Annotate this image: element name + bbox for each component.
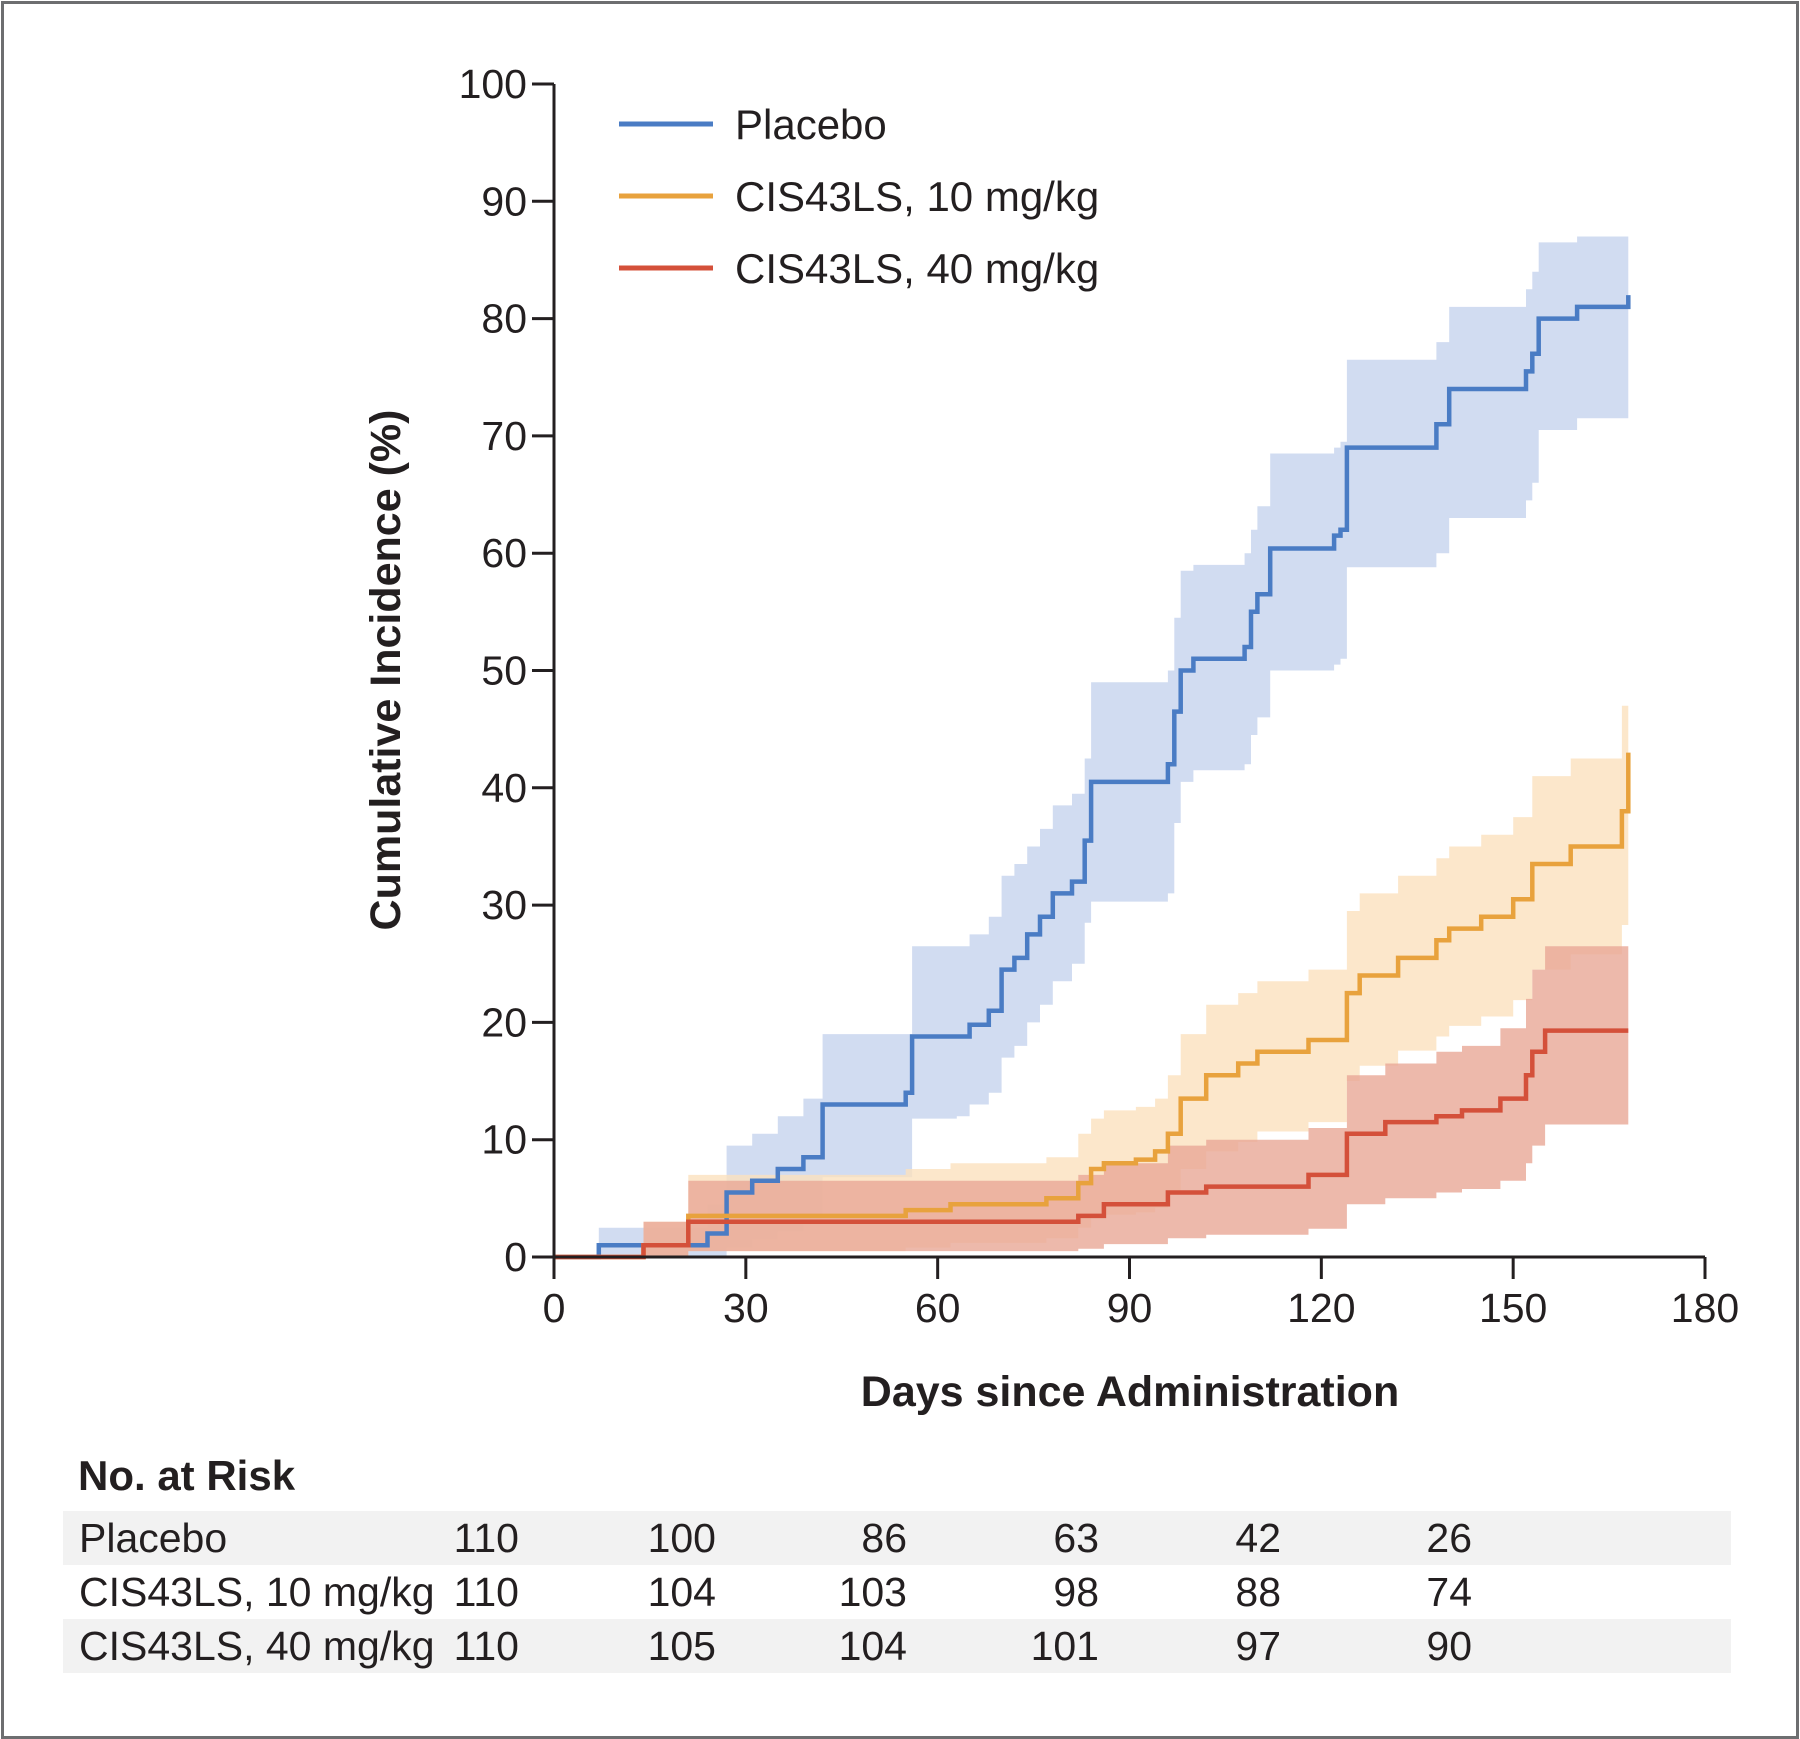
- x-tick-label: 60: [915, 1285, 961, 1331]
- risk-row-label: CIS43LS, 40 mg/kg: [79, 1623, 435, 1669]
- risk-cell: 63: [1053, 1515, 1099, 1561]
- risk-cell: 105: [647, 1623, 716, 1669]
- y-tick-label: 70: [481, 413, 527, 459]
- band-cis43ls-10-mg-kg: [554, 611, 1629, 1257]
- series-lines: [554, 295, 1631, 1260]
- risk-row-label: Placebo: [79, 1515, 228, 1561]
- x-tick-label: 150: [1479, 1285, 1547, 1331]
- x-axis-title: Days since Administration: [861, 1368, 1399, 1416]
- y-tick-label: 20: [481, 999, 527, 1045]
- risk-cell: 98: [1053, 1569, 1099, 1615]
- x-ticks: 0 30 60 90 120 150 180: [543, 1257, 1739, 1331]
- risk-table-title: No. at Risk: [78, 1452, 296, 1499]
- line-placebo: [554, 295, 1631, 1260]
- y-ticks: 0 10 20 30 40 50 60 70 80 90 100: [459, 61, 554, 1280]
- x-tick-label: 30: [723, 1285, 769, 1331]
- risk-cell: 74: [1426, 1569, 1472, 1615]
- x-tick-label: 0: [543, 1285, 566, 1331]
- legend: Placebo CIS43LS, 10 mg/kg CIS43LS, 40 mg/k…: [619, 101, 1099, 292]
- risk-row-cis43ls-40-mg-kg: CIS43LS, 40 mg/kg 110 105 104 101 97 90: [63, 1619, 1731, 1673]
- x-tick-label: 180: [1671, 1285, 1739, 1331]
- y-tick-label: 0: [504, 1234, 527, 1280]
- band-placebo: [554, 224, 1629, 1257]
- y-tick-label: 80: [481, 296, 527, 342]
- risk-row-placebo: Placebo 110 100 86 63 42 26: [63, 1511, 1731, 1565]
- risk-cell: 86: [861, 1515, 907, 1561]
- x-tick-label: 120: [1287, 1285, 1355, 1331]
- risk-row-label: CIS43LS, 10 mg/kg: [79, 1569, 435, 1615]
- risk-cell: 110: [453, 1569, 519, 1615]
- risk-cell: 90: [1426, 1623, 1472, 1669]
- y-tick-label: 50: [481, 648, 527, 694]
- y-tick-label: 30: [481, 882, 527, 928]
- y-tick-label: 40: [481, 765, 527, 811]
- risk-table: Placebo 110 100 86 63 42 26 CIS43LS, 10 mg/kg 11…: [63, 1511, 1731, 1673]
- risk-cell: 110: [453, 1623, 519, 1669]
- y-tick-label: 100: [459, 61, 527, 107]
- legend-label-placebo: Placebo: [735, 101, 887, 148]
- x-tick-label: 90: [1107, 1285, 1153, 1331]
- risk-cell: 104: [838, 1623, 907, 1669]
- line-cis43ls-40-mg-kg: [554, 1028, 1629, 1260]
- y-tick-label: 60: [481, 530, 527, 576]
- risk-cell: 110: [453, 1515, 519, 1561]
- legend-label-cis43ls-10-mg-kg: CIS43LS, 10 mg/kg: [735, 173, 1099, 220]
- risk-cell: 42: [1235, 1515, 1281, 1561]
- risk-cell: 101: [1030, 1623, 1099, 1669]
- risk-cell: 26: [1426, 1515, 1472, 1561]
- y-tick-label: 10: [481, 1117, 527, 1163]
- legend-label-cis43ls-40-mg-kg: CIS43LS, 40 mg/kg: [735, 245, 1099, 292]
- line-cis43ls-10-mg-kg: [554, 752, 1631, 1260]
- risk-cell: 97: [1235, 1623, 1281, 1669]
- risk-cell: 104: [647, 1569, 716, 1615]
- risk-cell: 88: [1235, 1569, 1281, 1615]
- y-tick-label: 90: [481, 178, 527, 224]
- confidence-bands: [554, 224, 1629, 1257]
- risk-row-cis43ls-10-mg-kg: CIS43LS, 10 mg/kg 110 104 103 98 88 74: [63, 1565, 1731, 1619]
- risk-cell: 103: [838, 1569, 907, 1615]
- band-cis43ls-40-mg-kg: [554, 946, 1629, 1257]
- y-axis-title: Cumulative Incidence (%): [362, 410, 410, 931]
- risk-cell: 100: [647, 1515, 716, 1561]
